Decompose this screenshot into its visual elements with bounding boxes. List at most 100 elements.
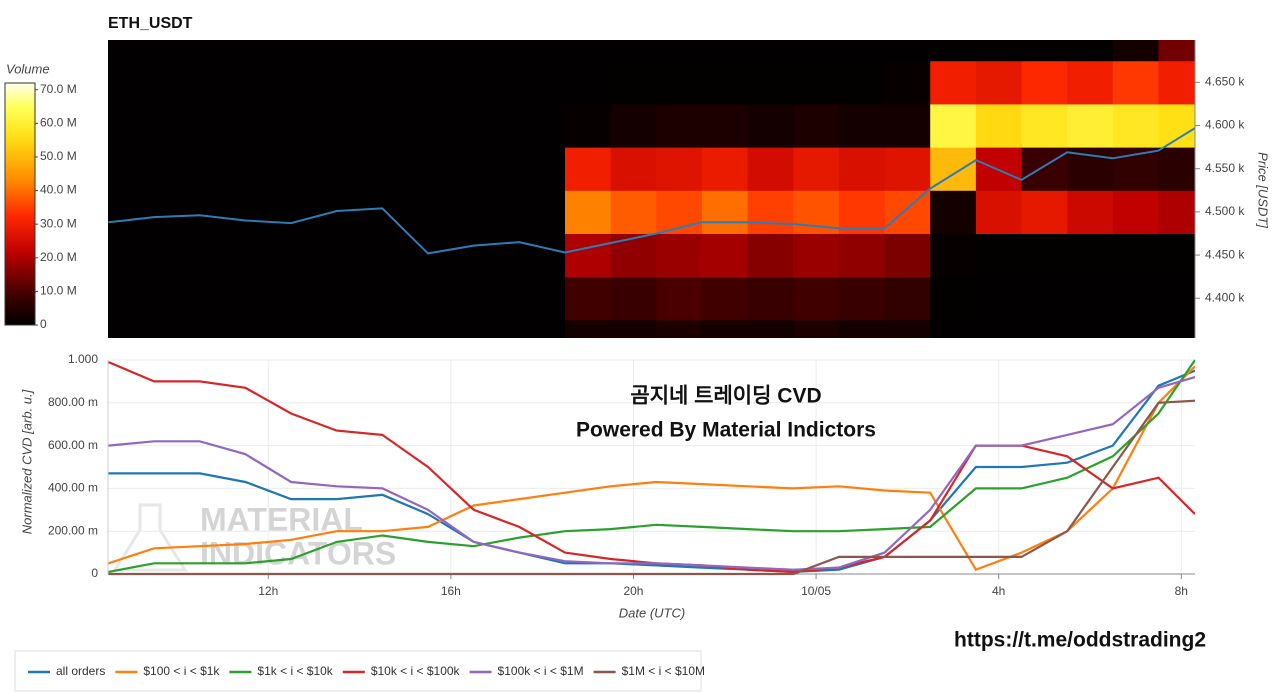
heatmap-cell (154, 319, 201, 338)
heatmap-cell (838, 233, 886, 278)
heatmap-cell (564, 276, 612, 321)
heatmap-cell (336, 233, 383, 278)
heatmap-cell (473, 60, 520, 105)
y-tick-label: 4.450 k (1205, 247, 1245, 261)
heatmap-cell (610, 40, 657, 62)
heatmap-cell (154, 276, 201, 321)
legend-label: all orders (56, 664, 105, 678)
heatmap-cell (656, 190, 703, 234)
heatmap-cell (291, 276, 338, 321)
heatmap-cell (154, 103, 201, 148)
heatmap-cell (747, 147, 794, 191)
heatmap-cell (199, 190, 246, 234)
annotation: Powered By Material Indictors (576, 419, 876, 442)
colorbar-tick-label: 20.0 M (40, 250, 77, 264)
heatmap-cell (1112, 190, 1159, 234)
heatmap-cell (1067, 60, 1114, 105)
heatmap-cell (701, 60, 749, 105)
y-tick-label: 800.00 m (48, 395, 98, 409)
heatmap-cell (382, 103, 429, 148)
heatmap-cell (975, 233, 1023, 278)
heatmap-cell (884, 319, 931, 338)
heatmap-cell (336, 103, 383, 148)
heatmap-cell (1021, 190, 1068, 234)
chart-title: ETH_USDT (108, 15, 193, 32)
heatmap-cell (564, 190, 612, 234)
heatmap-cell (336, 190, 383, 234)
heatmap-cell (108, 60, 155, 105)
heatmap-cell (564, 147, 612, 191)
heatmap-cell (656, 233, 703, 278)
heatmap-cell (382, 319, 429, 338)
heatmap-cell (382, 233, 429, 278)
heatmap-cell (656, 60, 703, 105)
heatmap-cell (382, 40, 429, 62)
heatmap-cell (473, 233, 520, 278)
heatmap-cell (154, 190, 201, 234)
heatmap-cell (701, 147, 749, 191)
y-tick-label: 4.550 k (1205, 161, 1245, 175)
heatmap-cell (1021, 103, 1068, 148)
heatmap-cell (428, 319, 475, 338)
colorbar-tick-label: 70.0 M (40, 82, 77, 96)
series-line (108, 369, 1195, 574)
heatmap-cell (519, 319, 566, 338)
heatmap-cell (747, 276, 794, 321)
heatmap-cell (291, 319, 338, 338)
heatmap-cell (975, 40, 1023, 62)
heatmap-cell (1158, 276, 1195, 321)
heatmap-cell (838, 319, 886, 338)
heatmap-cell (428, 40, 475, 62)
heatmap-cell (108, 233, 155, 278)
heatmap-cell (1158, 233, 1195, 278)
heatmap-cell (610, 276, 657, 321)
heatmap-cell (108, 40, 155, 62)
colorbar-tick-label: 30.0 M (40, 216, 77, 230)
heatmap-cell (884, 190, 931, 234)
heatmap-cell (610, 190, 657, 234)
heatmap-cell (199, 276, 246, 321)
heatmap-cell (382, 60, 429, 105)
series-line (108, 359, 1195, 573)
heatmap-cell (1158, 40, 1195, 62)
heatmap-cell (838, 147, 886, 191)
heatmap-cell (884, 60, 931, 105)
heatmap-cell (245, 233, 292, 278)
heatmap-cell (701, 40, 749, 62)
heatmap-cell (701, 103, 749, 148)
heatmap-cell (199, 147, 246, 191)
heatmap-cell (428, 147, 475, 191)
heatmap-cell (656, 276, 703, 321)
heatmap-cell (1067, 276, 1114, 321)
heatmap-cell (1021, 319, 1068, 338)
heatmap-cell (519, 233, 566, 278)
heatmap-cell (793, 60, 840, 105)
series-line (108, 365, 1195, 572)
heatmap-cell (564, 319, 612, 338)
y-tick-label: 4.400 k (1205, 290, 1245, 304)
heatmap-cell (1021, 40, 1068, 62)
heatmap-cell (1021, 60, 1068, 105)
heatmap-cell (656, 319, 703, 338)
heatmap-cell (1067, 233, 1114, 278)
heatmap-cell (108, 103, 155, 148)
heatmap-cell (793, 103, 840, 148)
heatmap-cell (108, 319, 155, 338)
heatmap-cell (473, 40, 520, 62)
heatmap-cell (336, 319, 383, 338)
heatmap-cell (1158, 147, 1195, 191)
heatmap-cell (975, 147, 1023, 191)
series-line (108, 399, 1195, 576)
heatmap-cell (336, 276, 383, 321)
heatmap-cell (884, 103, 931, 148)
heatmap-cell (564, 40, 612, 62)
heatmap-cell (747, 190, 794, 234)
heatmap-cell (701, 233, 749, 278)
heatmap-cell (245, 319, 292, 338)
heatmap-cell (108, 147, 155, 191)
heatmap-cell (154, 60, 201, 105)
heatmap-cell (382, 190, 429, 234)
colorbar-tick-label: 60.0 M (40, 116, 77, 130)
heatmap-cell (610, 147, 657, 191)
heatmap-cell (245, 190, 292, 234)
